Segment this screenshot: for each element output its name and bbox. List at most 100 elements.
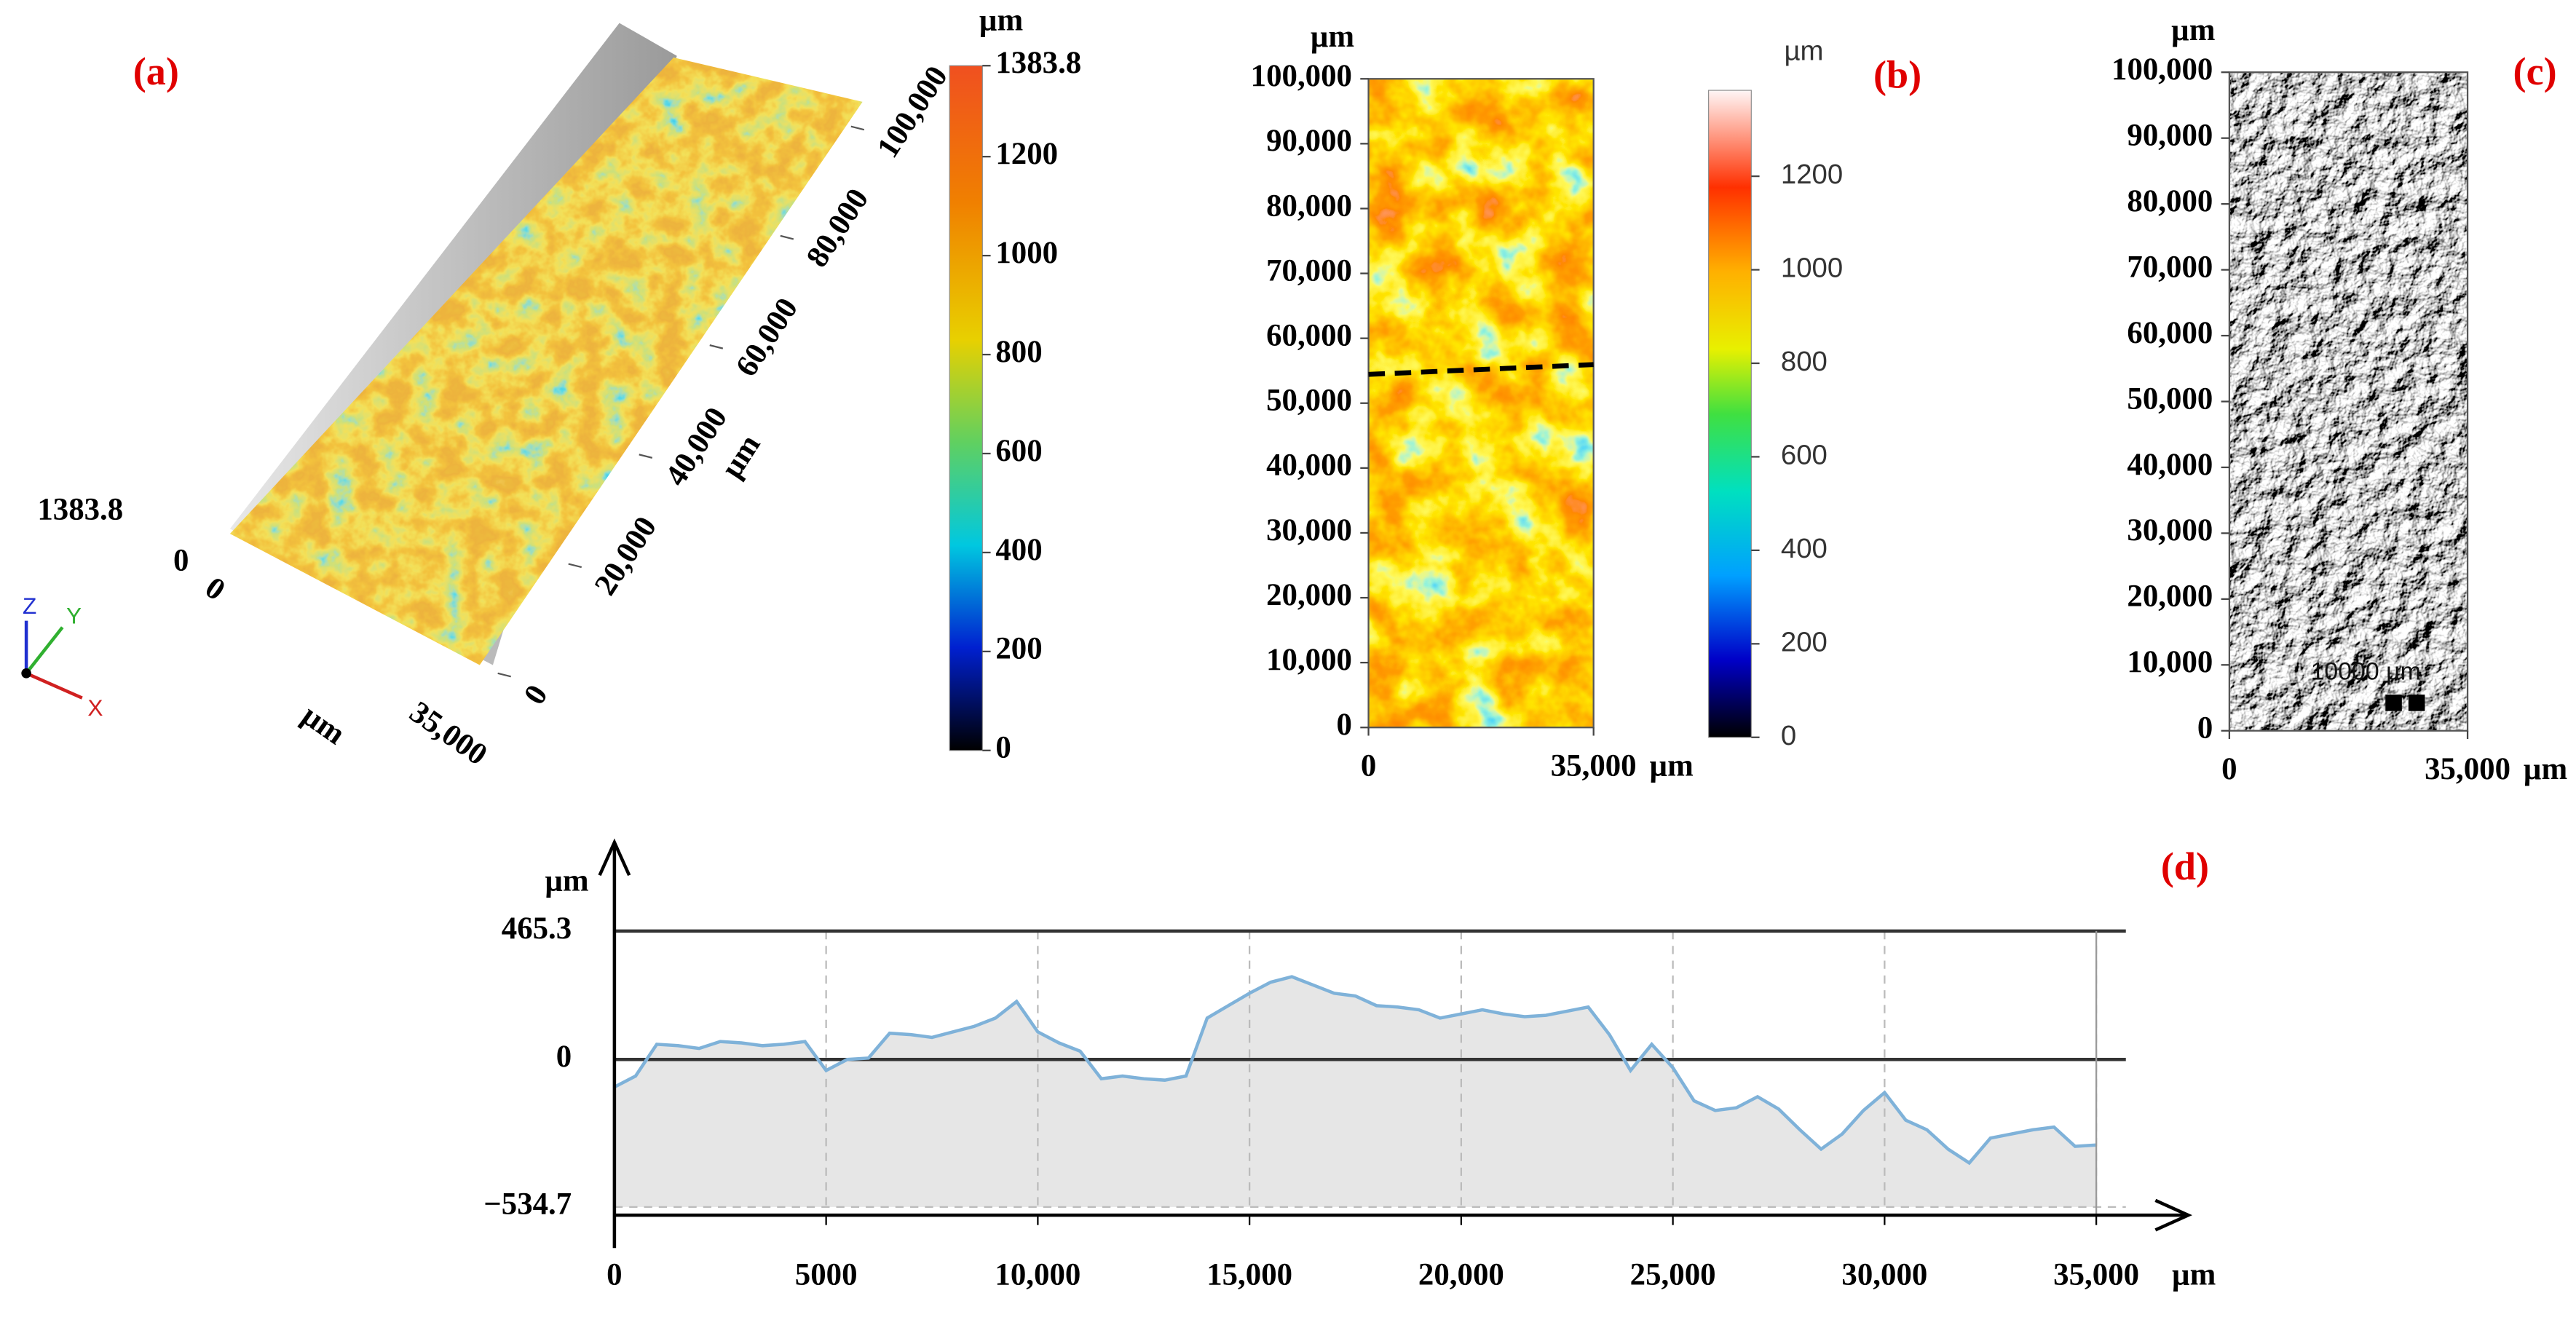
y-tick-label: 20,000 — [588, 511, 664, 601]
x-tick-label: 20,000 — [1418, 1258, 1504, 1292]
y-tick-label: 60,000 — [2127, 316, 2213, 350]
colorbar-tick-label: 1200 — [1781, 159, 1843, 190]
y-tick-label: 20,000 — [1266, 578, 1352, 612]
y-tick — [497, 672, 512, 678]
scale-bar — [2385, 695, 2402, 711]
x-axis-label: µm — [1649, 748, 1693, 783]
y-tick-label: 60,000 — [1266, 319, 1352, 353]
colorbar-tick-label: 800 — [1781, 346, 1828, 377]
y-tick-label: 10,000 — [2127, 645, 2213, 679]
panel-label: (c) — [2513, 50, 2557, 93]
y-tick-label: 40,000 — [659, 401, 735, 491]
colorbar-tick-label: 600 — [1781, 440, 1828, 471]
y-tick-label: 90,000 — [2127, 119, 2213, 153]
y-tick-label: 90,000 — [1266, 124, 1352, 158]
colorbar-tick-label: 1200 — [995, 137, 1058, 171]
colorbar — [1708, 90, 1752, 738]
scale-bar-label: 10000 µm — [2311, 658, 2421, 686]
y-axis-label: µm — [2171, 13, 2215, 47]
y-tick — [639, 454, 653, 459]
colorbar-tick-label: 400 — [1781, 533, 1828, 564]
surface — [229, 57, 863, 665]
y-tick-label: 100,000 — [871, 60, 955, 164]
x-tick-label: 25,000 — [1630, 1258, 1716, 1292]
colorbar-unit: µm — [979, 3, 1023, 37]
y-tick-label: 30,000 — [1266, 513, 1352, 547]
y-tick-label: 80,000 — [800, 183, 876, 273]
colorbar-tick-label: 1000 — [995, 236, 1058, 270]
y-tick-label: 0 — [556, 1040, 572, 1074]
y-tick-label: 0 — [1337, 708, 1352, 742]
line — [613, 975, 2097, 1166]
x-tick-label: 0 — [199, 571, 232, 608]
x-tick-label: 0 — [1361, 748, 1376, 783]
arrow — [598, 838, 631, 877]
y-tick-label: 80,000 — [2127, 184, 2213, 218]
y-tick-label: 100,000 — [1251, 59, 1352, 93]
x-tick-label: 35,000 — [1551, 748, 1637, 783]
panel-label: (a) — [133, 50, 179, 93]
colorbar-tick-label: 800 — [995, 335, 1042, 369]
y-tick-label: 40,000 — [2127, 448, 2213, 482]
y-axis-label: µm — [545, 863, 588, 898]
colorbar-tick-label: 200 — [1781, 626, 1828, 657]
colorbar — [949, 65, 983, 751]
z-tick-label: 1383.8 — [37, 493, 123, 527]
y-tick-label: 30,000 — [2127, 513, 2213, 547]
axis-name: Z — [23, 593, 36, 619]
y-tick — [709, 344, 724, 349]
axis-name: X — [87, 695, 103, 721]
x-tick-label: 10,000 — [995, 1258, 1080, 1292]
axis-x — [25, 671, 83, 700]
colorbar-tick-label: 400 — [995, 533, 1042, 567]
relief-image — [2229, 72, 2468, 731]
y-tick-label: −534.7 — [483, 1187, 572, 1222]
colorbar-tick-label: 600 — [995, 434, 1042, 468]
y-tick — [568, 563, 582, 569]
x-tick-label: 35,000 — [2053, 1258, 2139, 1292]
x-tick-label: 30,000 — [1841, 1258, 1927, 1292]
colorbar-tick-label: 0 — [995, 731, 1011, 765]
profile-cut — [1368, 362, 1594, 377]
x-axis-label: µm — [296, 698, 351, 751]
z-tick-label: 0 — [173, 544, 189, 578]
colorbar-tick-label: 0 — [1781, 720, 1796, 751]
scale-bar — [2408, 695, 2425, 711]
x-tick-label: 35,000 — [403, 695, 494, 772]
y-tick-label: 50,000 — [2127, 381, 2213, 416]
y-tick-label: 70,000 — [2127, 250, 2213, 284]
colorbar-tick-label: 200 — [995, 632, 1042, 666]
x-tick-label: 5000 — [795, 1258, 858, 1292]
x-axis-label: µm — [2524, 752, 2567, 786]
y-tick-label: 50,000 — [1266, 384, 1352, 418]
y-tick-label: 10,000 — [1266, 643, 1352, 677]
arrow — [2154, 1198, 2192, 1232]
y-tick-label: 40,000 — [1266, 448, 1352, 483]
y-tick-label: 100,000 — [2111, 52, 2213, 87]
triad — [21, 620, 83, 700]
y-tick-label: 70,000 — [1266, 253, 1352, 288]
y-tick — [780, 234, 794, 240]
x-tick-label: 0 — [607, 1258, 622, 1292]
colorbar-tick-label: 1000 — [1781, 253, 1843, 284]
panel-label: (b) — [1873, 53, 1921, 97]
x-tick-label: 35,000 — [2425, 752, 2510, 786]
area — [614, 976, 2097, 1207]
panel-label: (d) — [2161, 845, 2209, 888]
y-tick-label: 0 — [518, 679, 555, 711]
colorbar-unit: µm — [1784, 35, 1823, 66]
y-axis-label: µm — [1311, 20, 1354, 54]
y-tick-label: 80,000 — [1266, 189, 1352, 223]
colorbar-tick-label: 1383.8 — [995, 46, 1081, 80]
y-tick-label: 465.3 — [502, 911, 572, 946]
y-tick — [850, 125, 865, 131]
heatmap — [1368, 79, 1594, 728]
y-tick-label: 20,000 — [2127, 580, 2213, 614]
origin — [21, 668, 31, 679]
y-tick-label: 0 — [2197, 711, 2213, 745]
x-axis-label: µm — [2172, 1258, 2216, 1292]
x-tick-label: 15,000 — [1206, 1258, 1292, 1292]
axis-y — [25, 626, 64, 675]
x-tick-label: 0 — [2221, 752, 2237, 786]
